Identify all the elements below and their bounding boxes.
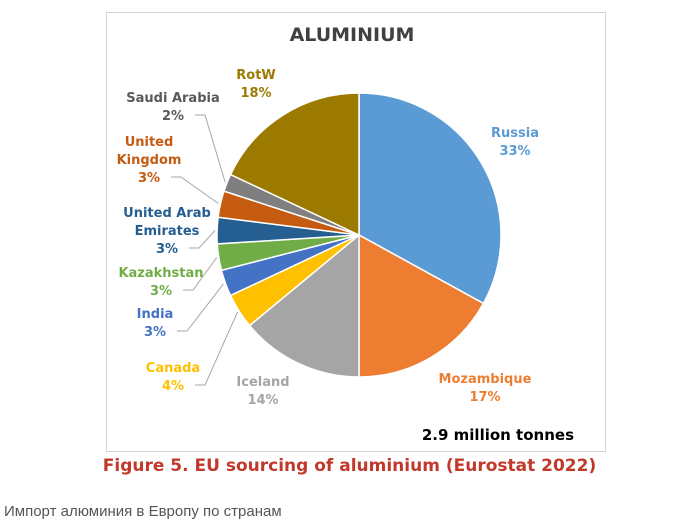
- slice-label-russia: Russia 33%: [491, 126, 539, 159]
- leader-line-united-kingdom: [171, 176, 219, 205]
- pie-slice-iceland: [248, 233, 360, 378]
- leader-line-canada: [195, 311, 238, 386]
- leader-line-united-arab-emirates: [189, 230, 216, 249]
- slice-label-india: India 3%: [137, 307, 174, 340]
- slice-label-rotw: RotW 18%: [236, 68, 276, 101]
- pie-chart: ALUMINIUM Russia 33% Mozambique 17% Iceland 1…: [117, 24, 575, 444]
- pie-slice-rotw: [229, 92, 360, 237]
- slice-label-saudi-arabia: Saudi Arabia 2%: [126, 91, 219, 124]
- figure-caption: Figure 5. EU sourcing of aluminium (Euro…: [102, 456, 597, 476]
- leader-lines: [171, 114, 238, 386]
- leader-line-kazakhstan: [183, 257, 218, 291]
- slice-label-mozambique: Mozambique 17%: [439, 372, 532, 405]
- leader-line-india: [177, 283, 224, 332]
- pie-slice-russia: [358, 92, 502, 305]
- chart-frame: ALUMINIUM Russia 33% Mozambique 17% Iceland 1…: [106, 12, 606, 452]
- total-label: 2.9 million tonnes: [422, 426, 574, 444]
- slice-labels: Russia 33% Mozambique 17% Iceland 14% Canada 4%…: [117, 68, 539, 408]
- pie-slices: [216, 92, 502, 378]
- pie-slice-mozambique: [358, 233, 485, 378]
- slice-label-canada: Canada 4%: [146, 361, 200, 394]
- image-subcaption: Импорт алюминия в Европу по странам: [4, 503, 282, 520]
- slice-label-kazakhstan: Kazakhstan 3%: [118, 266, 203, 299]
- slice-label-united-arab-emirates: United Arab Emirates 3%: [123, 206, 211, 257]
- slice-label-united-kingdom: United Kingdom 3%: [117, 135, 182, 186]
- leader-line-saudi-arabia: [195, 114, 226, 183]
- slice-label-iceland: Iceland 14%: [236, 375, 289, 408]
- chart-title: ALUMINIUM: [290, 24, 415, 46]
